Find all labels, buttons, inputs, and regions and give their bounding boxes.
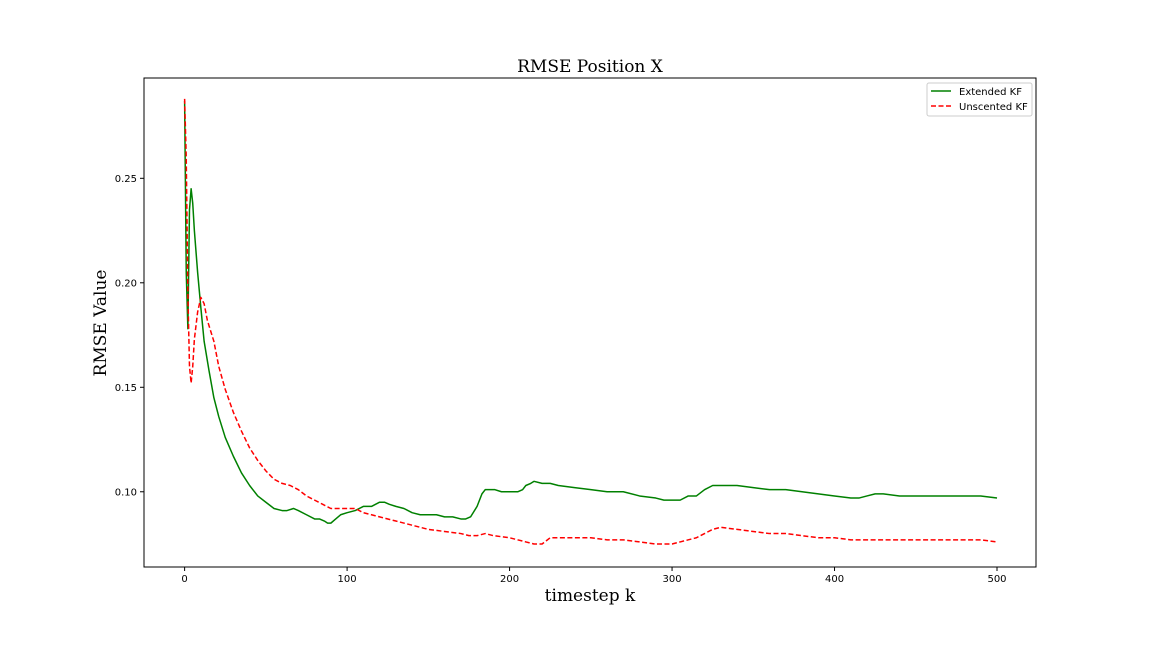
series-line-unscented-kf [183, 98, 998, 545]
y-axis-ticks: 0.10 0.15 0.20 0.25 [115, 174, 144, 498]
y-tick-label: 0.20 [115, 278, 137, 289]
x-tick-label: 500 [987, 574, 1006, 585]
x-axis-label: timestep k [545, 586, 636, 606]
y-tick-label: 0.15 [115, 383, 137, 394]
x-tick-label: 100 [338, 574, 357, 585]
y-tick-label: 0.10 [115, 487, 137, 498]
plot-frame [143, 77, 1037, 568]
legend-label-extended-kf: Extended KF [959, 87, 1022, 98]
y-axis-label: RMSE Value [91, 270, 111, 377]
x-tick-label: 300 [663, 574, 682, 585]
y-tick-label: 0.25 [115, 174, 137, 185]
legend-box [926, 82, 1033, 117]
x-tick-label: 200 [500, 574, 519, 585]
x-axis-ticks: 0 100 200 300 400 500 [181, 567, 1007, 585]
plot-lines [183, 98, 998, 545]
x-tick-label: 0 [181, 574, 187, 585]
legend: Extended KF Unscented KF [926, 82, 1033, 117]
legend-label-unscented-kf: Unscented KF [959, 102, 1028, 113]
series-line-extended-kf [183, 100, 998, 524]
x-tick-label: 400 [825, 574, 844, 585]
chart-title: RMSE Position X [517, 57, 664, 77]
